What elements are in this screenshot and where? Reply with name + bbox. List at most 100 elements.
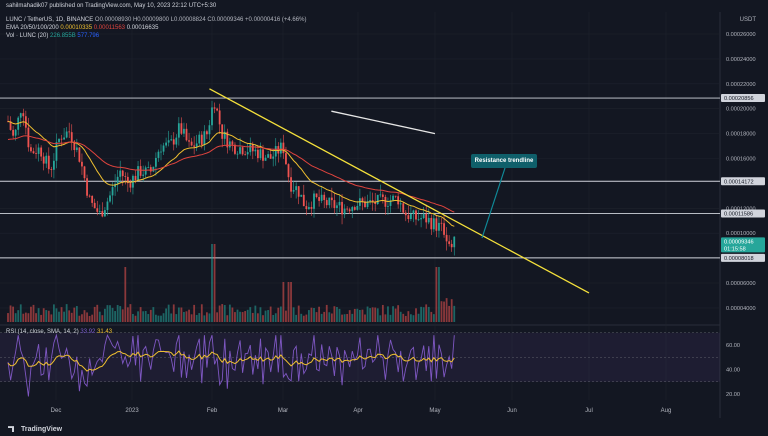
- candle-body: [425, 213, 428, 223]
- volume-bar: [297, 305, 300, 322]
- candle-body: [246, 152, 249, 155]
- candle-body: [109, 195, 111, 202]
- volume-bar: [58, 311, 60, 322]
- volume-bar: [167, 304, 170, 322]
- candle-body: [40, 147, 43, 157]
- volume-bar: [285, 310, 287, 322]
- volume-bar: [86, 312, 88, 322]
- candle-body: [302, 194, 305, 207]
- candle-body: [149, 167, 152, 172]
- volume-bar: [226, 315, 229, 322]
- volume-bar: [338, 308, 341, 322]
- volume-bar: [134, 315, 137, 322]
- candle-body: [78, 147, 81, 162]
- volume-bar: [22, 313, 25, 322]
- candle-body: [45, 155, 48, 164]
- volume-bar: [195, 314, 198, 322]
- candle-body: [22, 113, 25, 117]
- volume-bar: [313, 308, 315, 322]
- rsi-tick-0: 60.00: [726, 343, 740, 349]
- volume-bar: [251, 312, 254, 322]
- volume-bar: [438, 267, 440, 322]
- volume-bar: [366, 306, 369, 322]
- level-label-0: 0.00020856: [724, 96, 754, 102]
- ema-legend[interactable]: EMA 20/50/100/200 0.00010335 0.00011563 …: [6, 24, 158, 32]
- candle-body: [30, 147, 32, 152]
- candle-body: [420, 218, 422, 220]
- volume-bar: [244, 311, 247, 322]
- time-tick-0: Dec: [51, 408, 62, 414]
- volume-bar: [211, 244, 213, 322]
- volume-bar: [14, 313, 17, 322]
- candle-body: [68, 131, 71, 133]
- volume-value-1: 226.855B: [50, 33, 76, 39]
- rsi-tick-1: 40.00: [726, 368, 740, 374]
- volume-bar: [389, 314, 392, 322]
- candle-body: [313, 193, 315, 209]
- symbol-legend[interactable]: LUNC / TetherUS, 1D, BINANCE O0.00008930…: [6, 16, 306, 24]
- volume-bar: [300, 313, 303, 322]
- time-tick-7: Jul: [585, 408, 593, 414]
- time-axis[interactable]: Dec 2023 Feb Mar Apr May Jun Jul Aug: [51, 408, 672, 414]
- candle-body: [172, 139, 175, 145]
- candle-body: [323, 194, 326, 201]
- ema-value-3: 0.00016635: [126, 25, 159, 31]
- volume-bar: [155, 314, 157, 322]
- candle-body: [241, 147, 244, 155]
- candle-body: [139, 166, 142, 176]
- candle-body: [75, 147, 78, 150]
- volume-bar: [257, 313, 259, 322]
- volume-bar: [32, 304, 35, 322]
- volume-bar: [172, 304, 175, 322]
- volume-bar: [272, 314, 275, 322]
- resistance-trendline-callout[interactable]: Resistance trendline: [471, 154, 537, 168]
- candle-body: [226, 131, 229, 148]
- volume-bar: [361, 309, 364, 322]
- volume-bar: [223, 305, 226, 322]
- volume-bar: [45, 310, 48, 322]
- volume-bar: [47, 310, 50, 322]
- candle-body: [450, 243, 453, 248]
- candle-body: [231, 141, 234, 145]
- volume-bar: [132, 313, 134, 322]
- resistance-trendline[interactable]: [209, 88, 590, 294]
- volume-bar: [394, 308, 397, 322]
- volume-bar: [412, 315, 415, 322]
- candle-body: [387, 205, 389, 207]
- candle-body: [399, 203, 402, 205]
- volume-bar: [292, 307, 295, 322]
- candle-body: [310, 207, 313, 209]
- tradingview-brand[interactable]: TradingView: [8, 426, 62, 433]
- volume-bar: [295, 314, 298, 322]
- candle-body: [32, 151, 35, 154]
- volume-bar: [124, 267, 127, 322]
- candle-body: [170, 139, 173, 141]
- candle-body: [157, 151, 160, 158]
- volume-bar: [40, 314, 43, 322]
- volume-legend[interactable]: Vol · LUNC (20) 226.855B 577.796: [6, 32, 99, 40]
- volume-bar: [106, 305, 109, 322]
- volume-bar: [264, 310, 267, 322]
- candle-body: [147, 167, 150, 168]
- volume-bar: [93, 306, 96, 322]
- candle-body: [223, 131, 226, 139]
- candle-body: [402, 203, 405, 213]
- volume-bar: [147, 314, 150, 322]
- candle-body: [65, 131, 68, 138]
- price-axis[interactable]: 0.00026000 0.00024000 0.00022000 0.00020000…: [721, 32, 765, 312]
- candle-body: [104, 210, 106, 217]
- volume-bar: [376, 308, 379, 322]
- volume-bar: [417, 313, 420, 322]
- candle-body: [175, 137, 178, 145]
- candlesticks: [7, 100, 456, 256]
- candle-body: [417, 219, 420, 221]
- rsi-legend[interactable]: RSI (14, close, SMA, 14, 2) 33.92 31.43: [6, 328, 112, 336]
- candle-body: [73, 141, 76, 150]
- candle-body: [53, 160, 55, 170]
- volume-bar: [422, 307, 425, 322]
- volume-bar: [17, 310, 20, 322]
- candle-body: [218, 110, 221, 125]
- volume-bar: [216, 312, 218, 322]
- ema200-line: [331, 110, 436, 135]
